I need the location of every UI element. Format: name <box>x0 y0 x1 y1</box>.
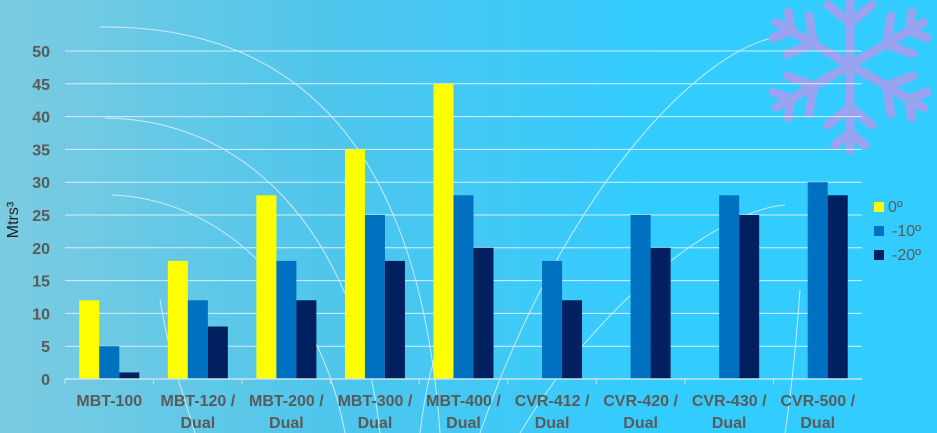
bar <box>296 300 317 379</box>
bar <box>433 83 454 380</box>
x-tick-label: MBT-100 <box>76 393 142 410</box>
bar <box>167 260 188 379</box>
y-tick-label: 10 <box>32 306 50 323</box>
y-tick-label: 50 <box>32 44 50 61</box>
x-tick-label: CVR-430 / <box>692 393 767 410</box>
bar <box>807 182 828 379</box>
bar <box>207 326 228 379</box>
bar <box>276 260 297 379</box>
bar <box>344 149 365 379</box>
x-tick-label: Dual <box>623 415 658 432</box>
bar <box>384 260 405 379</box>
bar <box>256 195 277 379</box>
y-axis-label: Mtrs³ <box>5 201 22 238</box>
x-tick-label: MBT-200 / <box>249 393 324 410</box>
x-tick-label: MBT-120 / <box>160 393 235 410</box>
bar <box>364 215 385 379</box>
bar <box>453 195 474 379</box>
x-tick-label: Dual <box>712 415 747 432</box>
x-tick-label: CVR-500 / <box>780 393 855 410</box>
bar <box>739 215 760 379</box>
x-tick-label: Dual <box>358 415 393 432</box>
legend-swatch <box>874 226 884 236</box>
y-tick-label: 35 <box>32 142 50 159</box>
y-tick-label: 15 <box>32 274 50 291</box>
x-tick-label: Dual <box>180 415 215 432</box>
y-tick-label: 40 <box>32 110 50 127</box>
bar <box>99 346 120 379</box>
x-tick-label: CVR-412 / <box>515 393 590 410</box>
legend-label: -20º <box>892 247 921 264</box>
x-tick-label: Dual <box>535 415 570 432</box>
legend-label: 0º <box>888 199 903 216</box>
y-tick-label: 30 <box>32 175 50 192</box>
y-tick-label: 0 <box>41 372 50 389</box>
y-tick-label: 25 <box>32 208 50 225</box>
x-tick-label: Dual <box>800 415 835 432</box>
y-tick-label: 45 <box>32 77 50 94</box>
x-tick-label: Dual <box>269 415 304 432</box>
snowflake-icon <box>768 0 932 155</box>
x-tick-label: Dual <box>446 415 481 432</box>
legend-swatch <box>874 250 884 260</box>
bar <box>719 195 740 379</box>
bar <box>827 195 848 379</box>
bar <box>119 372 140 379</box>
y-tick-label: 20 <box>32 241 50 258</box>
bar <box>542 260 563 379</box>
bar <box>79 300 100 379</box>
x-tick-label: MBT-400 / <box>426 393 501 410</box>
bar <box>562 300 583 379</box>
y-tick-label: 5 <box>41 339 50 356</box>
bar <box>650 247 671 379</box>
bar <box>473 247 494 379</box>
x-tick-label: MBT-300 / <box>338 393 413 410</box>
bar <box>187 300 208 379</box>
legend-swatch <box>874 202 884 212</box>
legend-label: -10º <box>892 223 921 240</box>
bar <box>630 215 651 379</box>
x-tick-label: CVR-420 / <box>603 393 678 410</box>
